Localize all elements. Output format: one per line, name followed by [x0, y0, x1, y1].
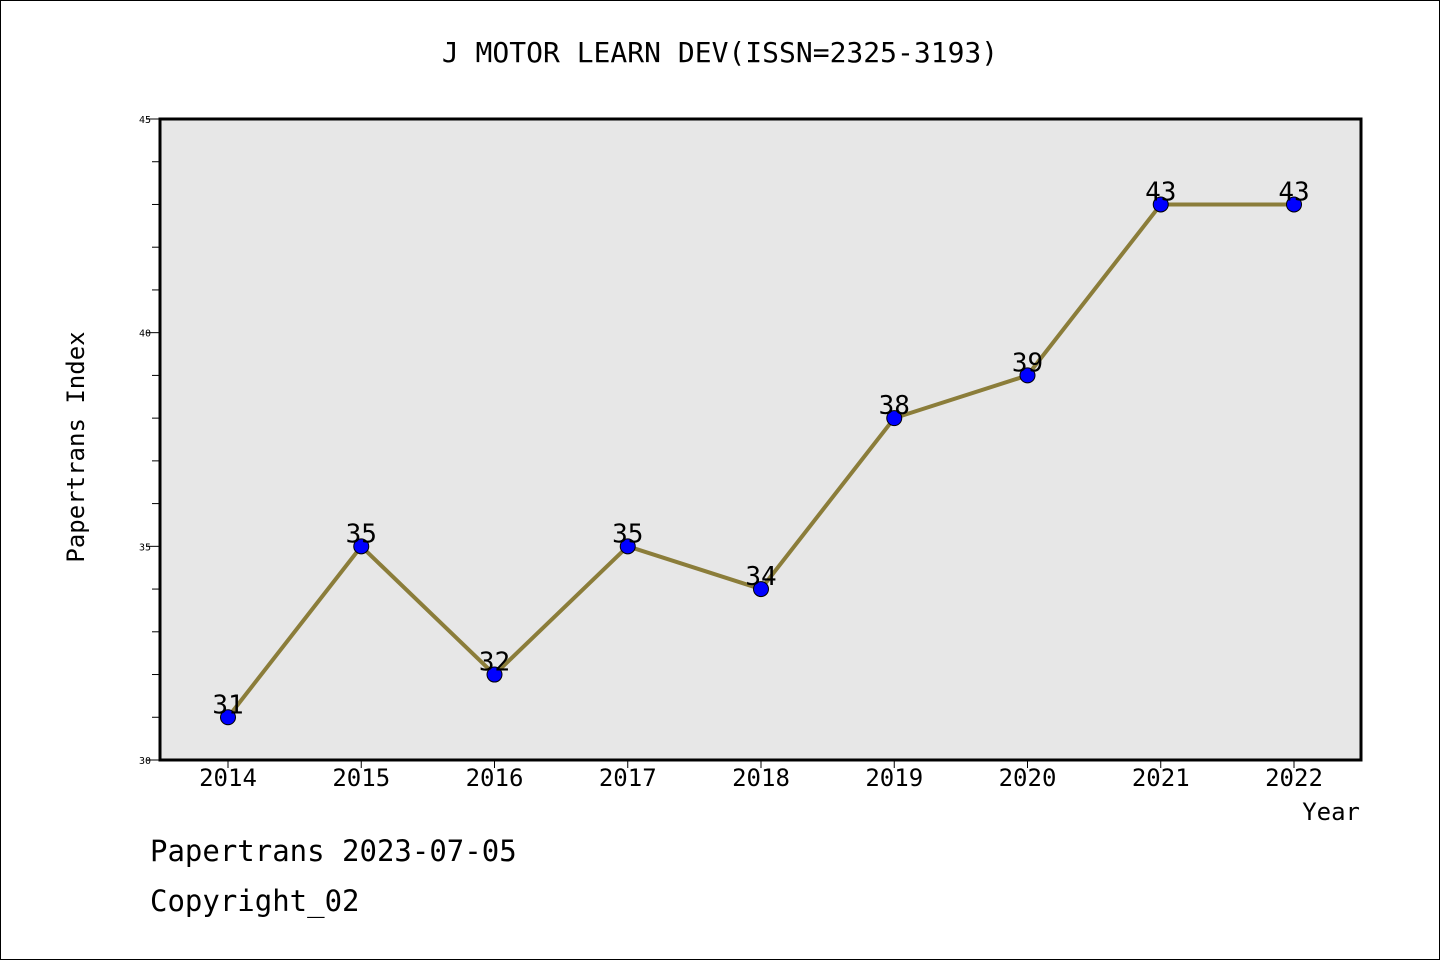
- data-point: [1152, 196, 1169, 213]
- data-point: [486, 666, 503, 683]
- chart-title: J MOTOR LEARN DEV(ISSN=2325-3193): [441, 36, 999, 69]
- x-axis-label: Year: [1302, 798, 1360, 826]
- data-point: [1286, 196, 1302, 213]
- y-tick-label: 35: [139, 542, 151, 553]
- x-tick-label: 2015: [332, 764, 390, 792]
- data-label: 35: [346, 519, 377, 549]
- x-tick-label: 2018: [732, 764, 790, 792]
- y-tick-label: 40: [139, 329, 151, 340]
- data-label: 43: [1145, 177, 1176, 207]
- x-tick-label: 2021: [1132, 764, 1190, 792]
- data-label: 38: [879, 391, 910, 421]
- data-point: [1019, 367, 1036, 384]
- data-point: [353, 538, 370, 555]
- x-tick-label: 2019: [865, 764, 923, 792]
- x-axis: 2014 2015 2016 2017 2018 2019 2020 2021 2022: [199, 760, 1323, 792]
- x-tick-label: 2022: [1265, 764, 1323, 792]
- y-axis-label: Papertrans Index: [62, 331, 90, 562]
- data-label: 31: [212, 690, 243, 720]
- data-labels: 31 35 32 35 34 38 39 43 43: [212, 177, 1309, 720]
- data-point: [753, 581, 769, 598]
- y-tick-label: 45: [139, 115, 151, 126]
- x-tick-label: 2020: [999, 764, 1057, 792]
- y-axis: 30 35 40 45: [139, 115, 160, 767]
- data-label: 39: [1012, 348, 1043, 378]
- x-tick-label: 2016: [466, 764, 524, 792]
- data-point: [886, 410, 903, 427]
- data-label: 34: [745, 562, 776, 592]
- data-markers: [220, 196, 1302, 726]
- plot-area: [158, 117, 1363, 762]
- data-label: 35: [612, 519, 643, 549]
- footer-date: Papertrans 2023-07-05: [150, 834, 517, 868]
- data-label: 32: [479, 648, 510, 678]
- y-tick-label: 30: [139, 756, 151, 767]
- data-label: 43: [1278, 177, 1309, 207]
- footer-copyright: Copyright_02: [150, 884, 360, 918]
- data-point: [220, 709, 236, 726]
- x-tick-label: 2017: [599, 764, 657, 792]
- data-point: [619, 538, 636, 555]
- x-tick-label: 2014: [199, 764, 257, 792]
